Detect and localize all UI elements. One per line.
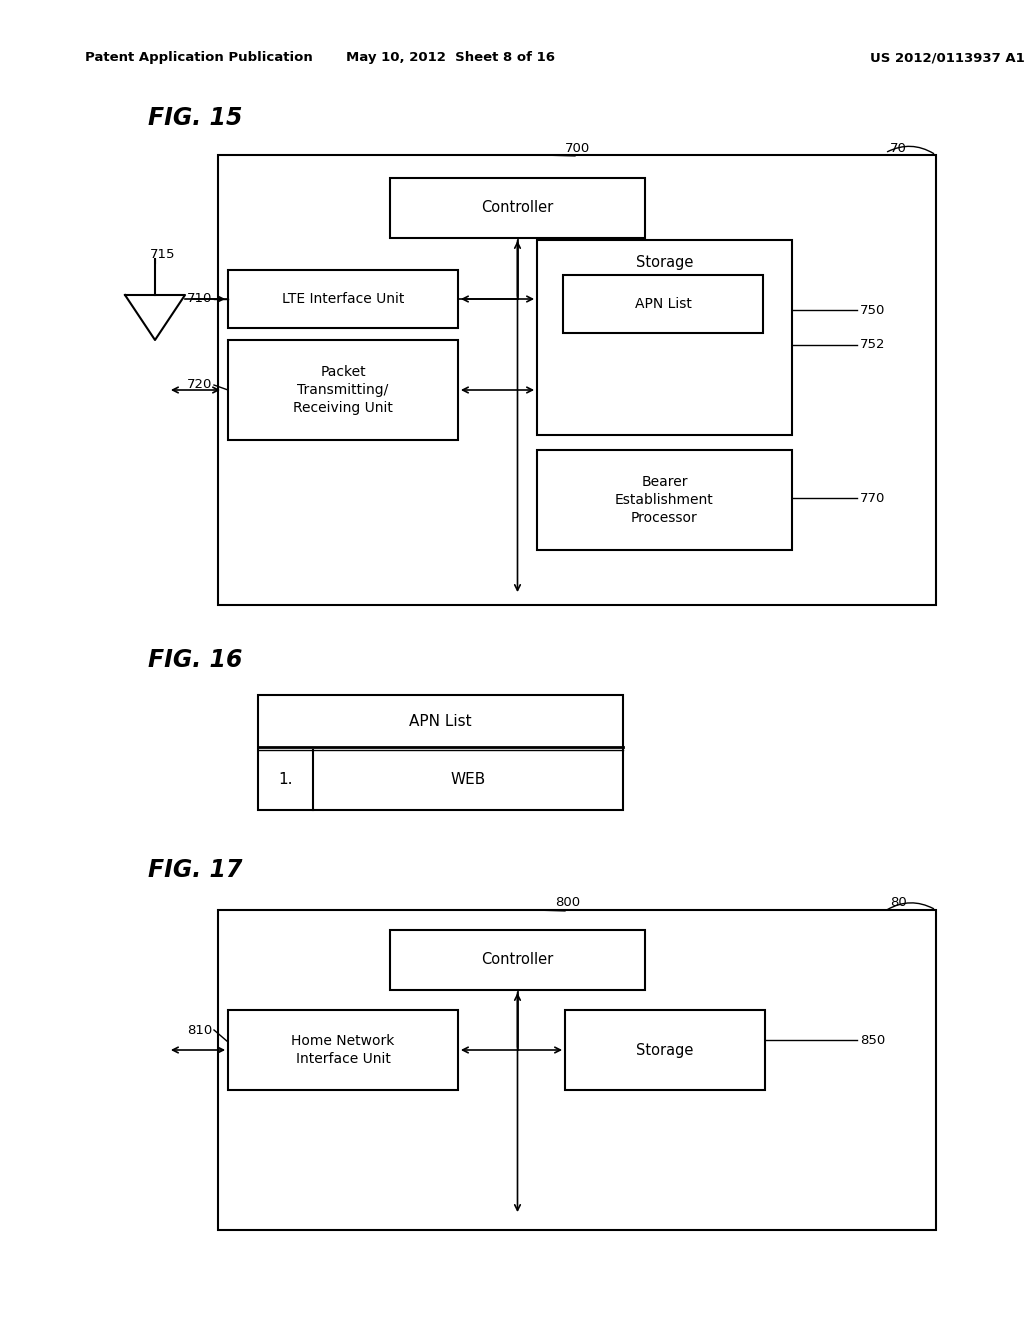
Text: May 10, 2012  Sheet 8 of 16: May 10, 2012 Sheet 8 of 16 [345,51,555,65]
Text: FIG. 15: FIG. 15 [148,106,243,129]
Text: 715: 715 [150,248,175,261]
Text: 810: 810 [186,1023,212,1036]
Text: Patent Application Publication: Patent Application Publication [85,51,312,65]
Text: Bearer
Establishment
Processor: Bearer Establishment Processor [615,475,714,525]
Bar [218,909,936,1230]
Text: 752: 752 [860,338,886,351]
Text: APN List: APN List [635,297,691,312]
Text: 700: 700 [565,141,591,154]
Bar [537,450,792,550]
Bar [563,275,763,333]
Text: 710: 710 [186,293,212,305]
Text: Controller: Controller [481,953,554,968]
Text: 80: 80 [890,896,906,909]
Text: APN List: APN List [410,714,472,729]
Text: Storage: Storage [636,1043,693,1057]
Text: US 2012/0113937 A1: US 2012/0113937 A1 [870,51,1024,65]
Text: Controller: Controller [481,201,554,215]
Bar [390,178,645,238]
Bar [228,1010,458,1090]
Text: Storage: Storage [636,255,693,269]
Text: FIG. 17: FIG. 17 [148,858,243,882]
Text: 70: 70 [890,141,907,154]
Text: Packet
Transmitting/
Receiving Unit: Packet Transmitting/ Receiving Unit [293,364,393,416]
Text: FIG. 16: FIG. 16 [148,648,243,672]
Bar [258,696,623,810]
Text: 850: 850 [860,1034,886,1047]
Text: 1.: 1. [279,772,293,788]
Bar [537,240,792,436]
Bar [565,1010,765,1090]
Text: 720: 720 [186,379,212,392]
Text: Home Network
Interface Unit: Home Network Interface Unit [291,1034,394,1067]
Text: 800: 800 [555,896,581,909]
Bar [228,271,458,327]
Bar [390,931,645,990]
Text: LTE Interface Unit: LTE Interface Unit [282,292,404,306]
Bar [218,154,936,605]
Text: 770: 770 [860,491,886,504]
Bar [228,341,458,440]
Text: 750: 750 [860,304,886,317]
Text: WEB: WEB [451,772,485,788]
